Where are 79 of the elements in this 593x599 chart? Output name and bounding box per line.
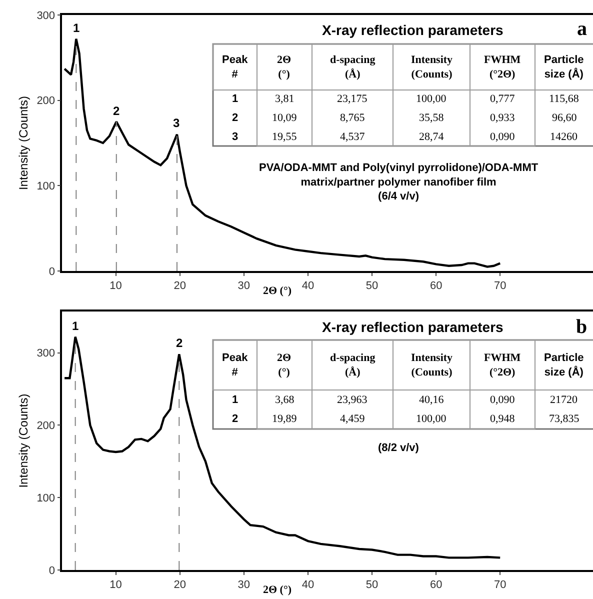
x-tick-label: 20 [174,578,186,591]
annotation: 100,00 [416,413,447,425]
y-tick-label: 200 [36,420,56,432]
annotation: Peak # [222,352,249,378]
x-tick-label: 40 [302,280,314,292]
x-tick-label: 20 [174,280,186,292]
annotation: 3,81 [275,93,294,105]
annotation: 0,090 [490,394,516,406]
annotation: 4,537 [340,131,366,143]
annotation: 115,68 [549,93,580,105]
annotation: X-ray reflection parameters [322,22,504,38]
y-axis-title: Intensity (Counts) [16,96,30,190]
y-tick-label: 300 [36,10,56,22]
annotation: PVA/ODA-MMT and Poly(vinyl pyrrolidone)/ODA-MMT matrix/partner polymer nanofiber film (6/4 v/v) [259,162,538,203]
annotation: 3 [173,116,180,130]
y-tick-label: 300 [36,348,56,360]
annotation: 1 [232,394,238,406]
annotation: 2 [113,104,120,118]
x-tick-label: 50 [366,578,378,591]
annotation: 2 [176,336,183,350]
y-tick-label: 0 [48,564,56,577]
annotation: 21720 [550,394,578,406]
annotation: 3,68 [275,394,295,406]
annotation: 0,933 [490,112,516,124]
annotation: 0,948 [490,413,516,425]
annotation: 73,835 [549,413,580,425]
x-tick-label: 10 [110,578,122,591]
y-tick-label: 200 [36,95,56,108]
y-axis-title: Intensity (Counts) [16,394,30,488]
annotation: 28,74 [419,131,444,143]
annotation: 23,175 [337,93,368,105]
annotation: 2Θ (°) [277,54,292,80]
annotation: Particle size (Å) [544,352,584,378]
chart-title: a [577,18,587,40]
annotation: 0,090 [490,131,516,143]
annotation: 2Θ (°) [277,352,292,378]
annotation: d-spacing (Å) [330,54,376,80]
annotation: 1 [73,21,80,35]
annotation: 0,777 [490,93,516,105]
annotation: Peak # [222,54,249,80]
annotation: Particle size (Å) [544,54,584,80]
annotation: 35,58 [419,112,444,124]
annotation: 2 [232,413,238,425]
x-tick-label: 10 [110,280,122,292]
annotation: 96,60 [552,112,578,124]
annotation: 1 [232,93,238,105]
annotation: 2 [232,112,238,124]
annotation: 4,459 [340,413,366,425]
x-axis-title: 2Θ (°) [263,584,292,596]
annotation: 14260 [550,131,578,143]
y-tick-label: 0 [48,266,56,278]
annotation: 40,16 [419,394,444,406]
annotation: 19,55 [272,131,298,143]
annotation: 100,00 [416,93,447,105]
annotation: d-spacing (Å) [330,352,376,378]
annotation: Intensity (Counts) [411,54,454,80]
chart-title: b [576,316,588,338]
annotation: X-ray reflection parameters [322,319,504,335]
annotation: FWHM (°2Θ) [484,54,522,80]
x-tick-label: 70 [494,578,506,591]
x-axis-title: 2Θ (°) [263,285,292,297]
annotation: 8,765 [340,112,366,124]
x-tick-label: 40 [302,578,314,591]
annotation: (8/2 v/v) [378,442,420,454]
annotation: 10,09 [272,112,298,124]
annotation: 1 [72,319,79,333]
annotation: Intensity (Counts) [411,352,454,378]
x-tick-label: 60 [430,578,442,591]
x-tick-label: 50 [366,280,378,292]
annotation: 3 [232,131,238,143]
x-tick-label: 30 [238,280,250,292]
x-tick-label: 30 [238,578,250,591]
x-tick-label: 70 [494,280,506,292]
annotation: 23,963 [337,394,368,406]
annotation: FWHM (°2Θ) [484,352,522,378]
y-tick-label: 100 [36,180,56,193]
x-tick-label: 60 [430,280,442,292]
y-tick-label: 100 [36,492,56,504]
annotation: 19,89 [272,413,298,425]
